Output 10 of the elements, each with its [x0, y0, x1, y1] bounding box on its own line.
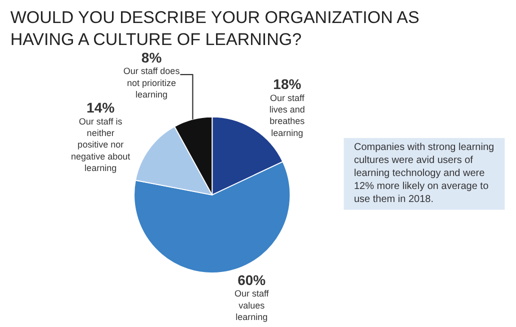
text: Companies with strong learning cultures were avid users of learning technology and were 12% more likely on average to use them in 2018.: [354, 142, 494, 205]
data-label: 60%: [238, 272, 266, 288]
slice-label: Our staff is neither positive nor negative about learning: [71, 116, 131, 174]
data-label: 14%: [86, 100, 116, 116]
slice-label: Our staff does not prioritize learning: [123, 66, 180, 100]
slice-label: Our staff lives and breathes learning: [269, 92, 306, 138]
slice-label: Our staff values learning: [234, 288, 270, 322]
data-label: 8%: [141, 49, 162, 66]
chart-title: WOULD YOU DESCRIBE YOUR ORGANIZATION AS HAVING A CULTURE OF LEARNING?: [10, 8, 420, 49]
data-label: 18%: [273, 76, 302, 92]
